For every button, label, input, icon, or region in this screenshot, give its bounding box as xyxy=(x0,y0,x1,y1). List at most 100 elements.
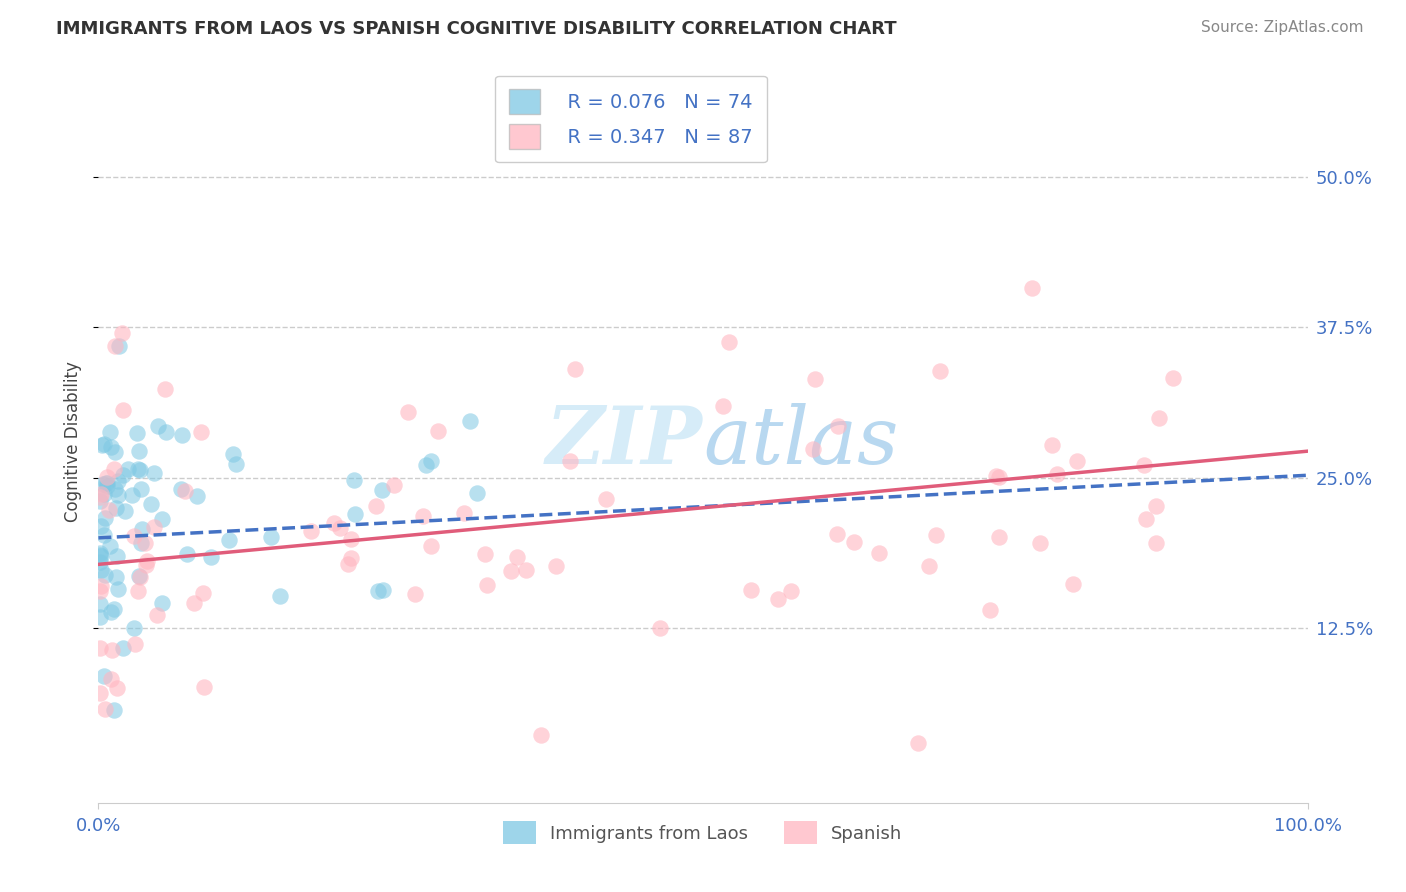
Point xyxy=(89,493,111,508)
Point xyxy=(90,549,112,564)
Point xyxy=(367,584,389,599)
Point xyxy=(404,587,426,601)
Point xyxy=(364,500,387,514)
Point xyxy=(89,546,111,560)
Point xyxy=(717,334,740,349)
Point xyxy=(104,482,127,496)
Point xyxy=(344,507,367,521)
Point xyxy=(1147,411,1170,425)
Point xyxy=(987,470,1010,484)
Point xyxy=(89,597,111,611)
Point xyxy=(94,476,117,491)
Text: atlas: atlas xyxy=(703,403,898,480)
Point xyxy=(98,425,121,439)
Text: IMMIGRANTS FROM LAOS VS SPANISH COGNITIVE DISABILITY CORRELATION CHART: IMMIGRANTS FROM LAOS VS SPANISH COGNITIV… xyxy=(56,20,897,37)
Point xyxy=(415,458,437,473)
Point xyxy=(107,487,129,501)
Point xyxy=(104,338,127,352)
Point xyxy=(827,418,849,433)
Point xyxy=(94,568,117,582)
Point xyxy=(222,447,245,461)
Point xyxy=(711,399,734,413)
Point xyxy=(336,558,359,572)
Point xyxy=(107,339,129,353)
Point xyxy=(176,547,198,561)
Point xyxy=(124,637,146,651)
Point xyxy=(396,405,419,419)
Y-axis label: Cognitive Disability: Cognitive Disability xyxy=(65,361,83,522)
Point xyxy=(595,491,617,506)
Point xyxy=(134,536,156,550)
Point xyxy=(515,563,537,577)
Point xyxy=(564,362,586,376)
Point xyxy=(129,482,152,496)
Point xyxy=(91,438,114,452)
Point xyxy=(105,549,128,564)
Legend: Immigrants from Laos, Spanish: Immigrants from Laos, Spanish xyxy=(496,814,910,852)
Point xyxy=(1161,370,1184,384)
Point xyxy=(1144,499,1167,513)
Point xyxy=(96,470,118,484)
Point xyxy=(1040,438,1063,452)
Point xyxy=(1021,281,1043,295)
Point xyxy=(128,444,150,458)
Point xyxy=(122,621,145,635)
Point xyxy=(100,440,122,454)
Point xyxy=(101,642,124,657)
Point xyxy=(193,586,215,600)
Point xyxy=(183,596,205,610)
Text: ZIP: ZIP xyxy=(546,403,703,480)
Point xyxy=(93,528,115,542)
Point xyxy=(1066,454,1088,468)
Point xyxy=(1028,535,1050,549)
Point xyxy=(371,483,394,498)
Point xyxy=(1062,576,1084,591)
Point xyxy=(98,539,121,553)
Point xyxy=(97,503,120,517)
Point xyxy=(89,548,111,562)
Point xyxy=(153,382,176,396)
Point xyxy=(342,473,364,487)
Point xyxy=(453,507,475,521)
Point xyxy=(868,546,890,560)
Point xyxy=(260,529,283,543)
Point xyxy=(193,680,215,694)
Point xyxy=(136,554,159,568)
Point xyxy=(1132,458,1154,473)
Point xyxy=(112,467,135,482)
Point xyxy=(103,602,125,616)
Point xyxy=(412,508,434,523)
Point xyxy=(169,483,191,497)
Point xyxy=(142,520,165,534)
Point xyxy=(186,489,208,503)
Point xyxy=(779,584,801,599)
Point xyxy=(506,550,529,565)
Point xyxy=(131,523,153,537)
Point xyxy=(1144,536,1167,550)
Point xyxy=(530,728,553,742)
Point xyxy=(94,702,117,716)
Point xyxy=(382,478,405,492)
Point xyxy=(121,488,143,502)
Point xyxy=(299,524,322,539)
Point xyxy=(740,582,762,597)
Point xyxy=(150,596,173,610)
Point xyxy=(127,583,149,598)
Point xyxy=(1046,467,1069,482)
Point xyxy=(907,735,929,749)
Point xyxy=(155,425,177,440)
Point xyxy=(419,539,441,553)
Point xyxy=(329,521,352,535)
Point xyxy=(373,583,395,598)
Point xyxy=(803,372,825,386)
Point xyxy=(190,425,212,439)
Point xyxy=(94,511,117,525)
Point xyxy=(427,424,450,438)
Point xyxy=(90,487,112,501)
Point xyxy=(475,578,498,592)
Point xyxy=(129,535,152,549)
Point xyxy=(105,570,128,584)
Point xyxy=(801,442,824,456)
Point xyxy=(141,496,163,510)
Point xyxy=(89,584,111,599)
